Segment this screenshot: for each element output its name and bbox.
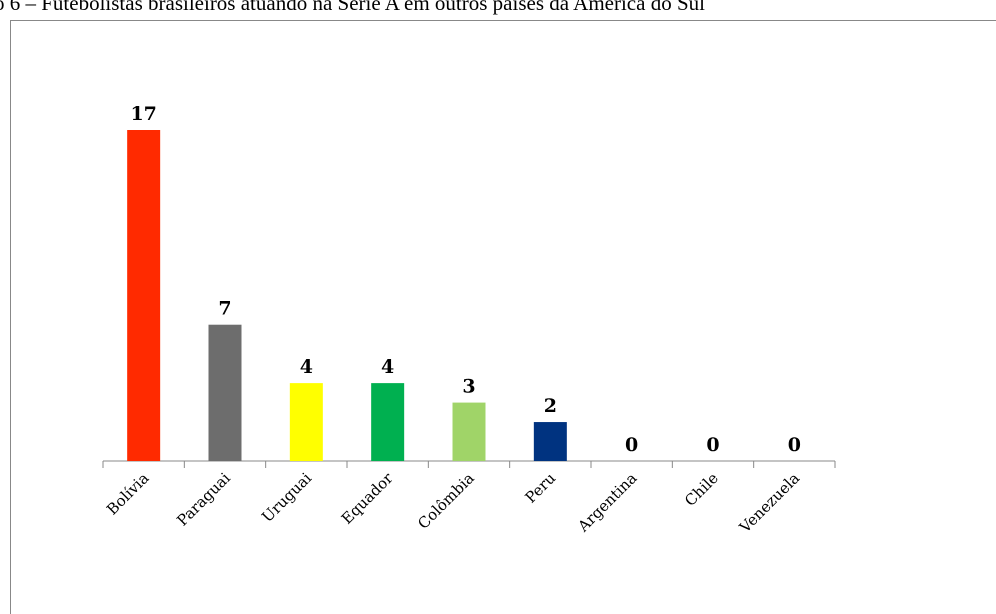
x-tick-label: Paraguai bbox=[173, 469, 234, 530]
bar bbox=[452, 402, 486, 461]
bar bbox=[533, 422, 567, 461]
value-label: 2 bbox=[544, 395, 557, 417]
value-label: 7 bbox=[218, 298, 231, 320]
x-tick-label: Peru bbox=[522, 469, 560, 507]
x-tick-label: Venezuela bbox=[735, 469, 803, 537]
x-tick-label: Uruguai bbox=[258, 469, 315, 526]
value-label: 4 bbox=[300, 356, 313, 378]
x-tick-label: Argentina bbox=[574, 469, 641, 536]
bar bbox=[127, 130, 161, 461]
x-tick-label: Equador bbox=[338, 469, 397, 528]
bar bbox=[289, 383, 323, 461]
value-label: 0 bbox=[706, 434, 719, 456]
value-label: 17 bbox=[130, 103, 156, 125]
chart-title: o 6 – Futebolistas brasileiros atuando n… bbox=[0, 0, 705, 15]
bar bbox=[208, 324, 242, 461]
value-label: 4 bbox=[381, 356, 394, 378]
chart-border bbox=[10, 20, 996, 614]
x-tick-label: Chile bbox=[681, 469, 722, 510]
x-tick-label: Colômbia bbox=[414, 469, 478, 533]
value-label: 0 bbox=[788, 434, 801, 456]
value-label: 0 bbox=[625, 434, 638, 456]
x-tick-label: Bolívia bbox=[103, 469, 152, 518]
value-label: 3 bbox=[462, 376, 475, 398]
bar bbox=[371, 383, 405, 461]
